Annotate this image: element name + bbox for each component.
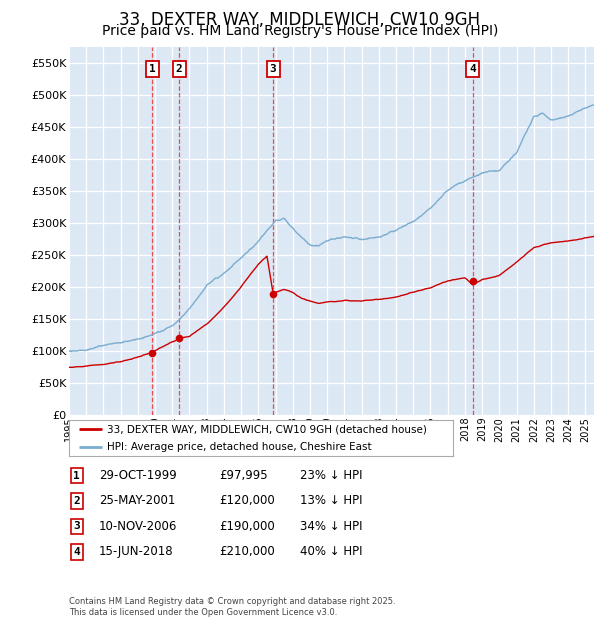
Text: Price paid vs. HM Land Registry's House Price Index (HPI): Price paid vs. HM Land Registry's House …: [102, 24, 498, 38]
Text: 15-JUN-2018: 15-JUN-2018: [99, 546, 173, 558]
Text: £120,000: £120,000: [219, 495, 275, 507]
Text: 33, DEXTER WAY, MIDDLEWICH, CW10 9GH: 33, DEXTER WAY, MIDDLEWICH, CW10 9GH: [119, 11, 481, 29]
Text: 29-OCT-1999: 29-OCT-1999: [99, 469, 177, 482]
Text: 40% ↓ HPI: 40% ↓ HPI: [300, 546, 362, 558]
Text: £210,000: £210,000: [219, 546, 275, 558]
Text: 2: 2: [73, 496, 80, 506]
Text: 4: 4: [73, 547, 80, 557]
Text: 2: 2: [176, 64, 182, 74]
Text: 3: 3: [73, 521, 80, 531]
Text: 1: 1: [149, 64, 155, 74]
Text: 13% ↓ HPI: 13% ↓ HPI: [300, 495, 362, 507]
Text: 25-MAY-2001: 25-MAY-2001: [99, 495, 175, 507]
Text: Contains HM Land Registry data © Crown copyright and database right 2025.
This d: Contains HM Land Registry data © Crown c…: [69, 598, 395, 617]
Text: HPI: Average price, detached house, Cheshire East: HPI: Average price, detached house, Ches…: [107, 441, 372, 452]
Text: £190,000: £190,000: [219, 520, 275, 533]
Text: 10-NOV-2006: 10-NOV-2006: [99, 520, 178, 533]
Text: 33, DEXTER WAY, MIDDLEWICH, CW10 9GH (detached house): 33, DEXTER WAY, MIDDLEWICH, CW10 9GH (de…: [107, 425, 427, 435]
Text: 4: 4: [469, 64, 476, 74]
Text: 1: 1: [73, 471, 80, 480]
Text: 34% ↓ HPI: 34% ↓ HPI: [300, 520, 362, 533]
Text: 23% ↓ HPI: 23% ↓ HPI: [300, 469, 362, 482]
Text: 3: 3: [270, 64, 277, 74]
Text: £97,995: £97,995: [219, 469, 268, 482]
